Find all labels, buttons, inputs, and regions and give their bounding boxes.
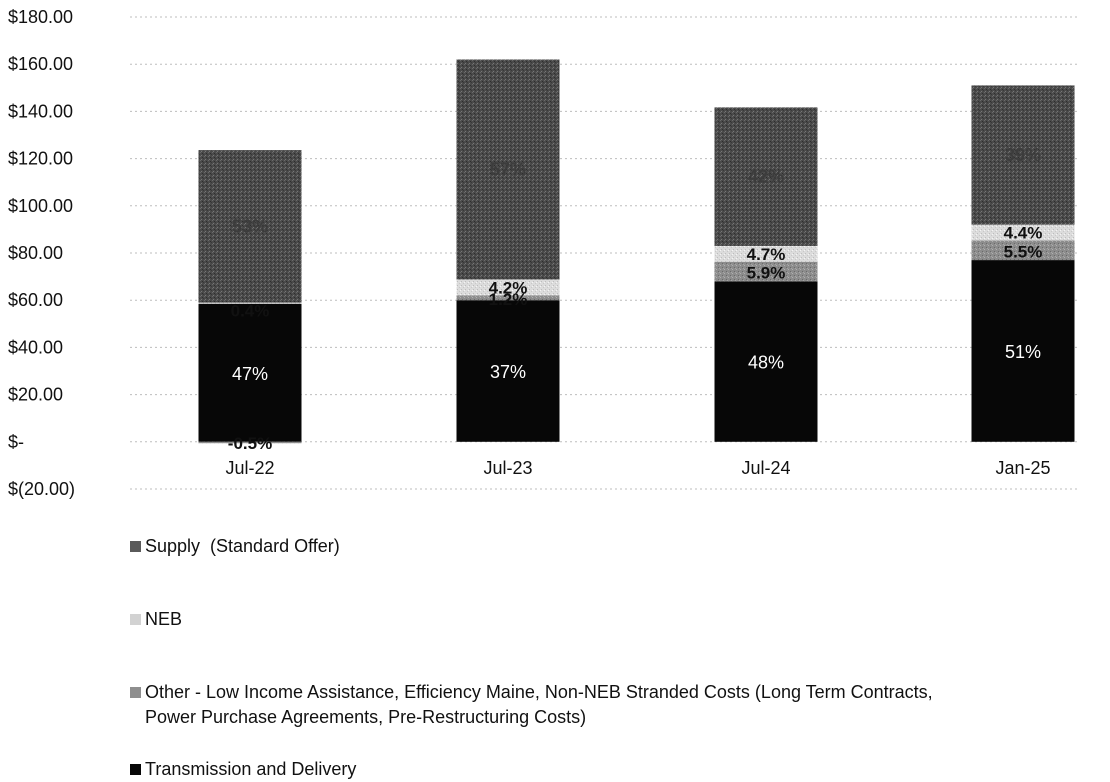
data-label-supply-jul-23: 57% bbox=[490, 159, 526, 179]
data-label-supply-jul-22: 53% bbox=[232, 216, 268, 236]
legend-item-neb: NEB bbox=[130, 607, 182, 632]
bar-other-jul-23 bbox=[456, 295, 560, 301]
stacked-bar-chart: $180.00 $160.00 $140.00 $120.00 $100.00 $80.0… bbox=[8, 7, 1080, 499]
data-label-transmission-jan-25: 51% bbox=[1005, 342, 1041, 362]
data-label-neb-jul-24: 4.7% bbox=[747, 245, 786, 264]
data-labels: 47% -0.5% 0.4% 53% 37% 1.2%4.2% 57% 48% 5.9%4.7%… bbox=[228, 145, 1043, 453]
y-tick-label: $100.00 bbox=[8, 196, 73, 216]
x-axis: Jul-22 Jul-23 Jul-24 Jan-25 bbox=[225, 458, 1050, 478]
y-tick-label: $180.00 bbox=[8, 7, 73, 27]
legend-item-supply: Supply (Standard Offer) bbox=[130, 534, 340, 559]
data-label-transmission-jul-22: 47% bbox=[232, 364, 268, 384]
bar-neb-jul-23 bbox=[456, 279, 560, 296]
bar-supply-jul-23 bbox=[456, 59, 560, 280]
data-label-supply-jul-24: 42% bbox=[748, 167, 784, 187]
bars bbox=[198, 59, 1075, 444]
bar-supply-jul-22 bbox=[198, 150, 302, 303]
legend-label-neb: NEB bbox=[145, 609, 183, 629]
bar-neb-jul-24 bbox=[714, 245, 818, 262]
y-tick-label: $120.00 bbox=[8, 149, 73, 169]
data-label-transmission-jul-23: 37% bbox=[490, 362, 526, 382]
legend-swatch-other bbox=[130, 687, 141, 698]
legend-label-supply: Supply (Standard Offer) bbox=[145, 536, 340, 556]
data-label-other-jul-22: -0.5% bbox=[228, 434, 272, 453]
bar-transmission-jul-22 bbox=[198, 303, 302, 442]
bar-other-jan-25 bbox=[971, 240, 1075, 261]
y-tick-label: $- bbox=[8, 432, 24, 452]
y-tick-label: $140.00 bbox=[8, 101, 73, 121]
x-tick-label: Jan-25 bbox=[995, 458, 1050, 478]
data-label-neb-jul-23: 4.2% bbox=[489, 278, 528, 297]
bar-transmission-jan-25 bbox=[971, 260, 1075, 442]
legend-swatch-supply bbox=[130, 541, 141, 552]
legend-swatch-neb bbox=[130, 614, 141, 625]
data-label-transmission-jul-24: 48% bbox=[748, 353, 784, 373]
bar-neb-jan-25 bbox=[971, 224, 1075, 241]
y-tick-label: $160.00 bbox=[8, 54, 73, 74]
bar-other-jul-24 bbox=[714, 261, 818, 282]
y-tick-label: $80.00 bbox=[8, 243, 63, 263]
y-tick-label: $20.00 bbox=[8, 385, 63, 405]
bar-neb-jul-22 bbox=[198, 302, 302, 304]
gridlines bbox=[130, 16, 1080, 490]
data-label-neb-jan-25: 4.4% bbox=[1004, 224, 1043, 243]
data-label-neb-jul-22: 0.4% bbox=[231, 302, 270, 321]
bar-supply-jan-25 bbox=[971, 85, 1075, 225]
y-tick-label: $60.00 bbox=[8, 290, 63, 310]
legend-item-transmission: Transmission and Delivery bbox=[130, 757, 356, 782]
y-axis: $180.00 $160.00 $140.00 $120.00 $100.00 $80.0… bbox=[8, 7, 75, 499]
bar-supply-jul-24 bbox=[714, 107, 818, 246]
data-label-other-jan-25: 5.5% bbox=[1004, 242, 1043, 261]
legend-label-transmission: Transmission and Delivery bbox=[145, 759, 357, 779]
data-label-supply-jan-25: 39% bbox=[1005, 145, 1041, 165]
data-label-other-jul-24: 5.9% bbox=[747, 264, 786, 283]
legend-swatch-transmission bbox=[130, 764, 141, 775]
bar-transmission-jul-24 bbox=[714, 281, 818, 442]
bar-other-jul-22 bbox=[198, 441, 302, 444]
data-label-other-jul-23: 1.2% bbox=[489, 290, 528, 309]
x-tick-label: Jul-22 bbox=[225, 458, 274, 478]
legend-item-other: Other - Low Income Assistance, Efficienc… bbox=[130, 680, 933, 730]
legend-label-other: Other - Low Income Assistance, Efficienc… bbox=[145, 682, 933, 727]
y-tick-label: $40.00 bbox=[8, 337, 63, 357]
x-tick-label: Jul-23 bbox=[483, 458, 532, 478]
y-tick-label: $(20.00) bbox=[8, 479, 75, 499]
x-tick-label: Jul-24 bbox=[741, 458, 790, 478]
bar-transmission-jul-23 bbox=[456, 300, 560, 442]
